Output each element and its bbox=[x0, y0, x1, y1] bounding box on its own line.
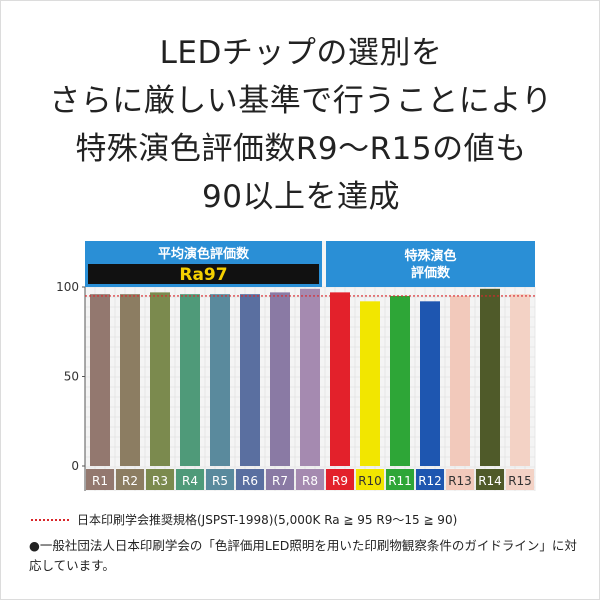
category-label-r14: R14 bbox=[478, 474, 502, 488]
category-label-background bbox=[296, 469, 324, 490]
bar-r12 bbox=[420, 301, 440, 466]
group-title-special-line: 評価数 bbox=[411, 265, 451, 281]
bar-r1 bbox=[90, 294, 110, 466]
bar-r6 bbox=[240, 294, 260, 466]
headline-line-4: 90以上を達成 bbox=[202, 179, 400, 215]
headline-line-1: LEDチップの選別を bbox=[159, 35, 443, 71]
category-label-r7: R7 bbox=[272, 474, 288, 488]
category-label-r9: R9 bbox=[332, 474, 348, 488]
ra-badge-background bbox=[88, 264, 319, 284]
bar-r2 bbox=[120, 294, 140, 466]
group-title-special-line: 特殊演色 bbox=[404, 248, 456, 264]
category-label-background bbox=[236, 469, 264, 490]
legend-text: 日本印刷学会推奨規格(JSPST-1998)(5,000K Ra ≧ 95 R9… bbox=[77, 513, 458, 527]
category-label-background bbox=[206, 469, 234, 490]
category-label-background bbox=[146, 469, 174, 490]
category-label-r10: R10 bbox=[358, 474, 382, 488]
group-title-ra: 平均演色評価数 bbox=[158, 246, 250, 262]
headline-line-2: さらに厳しい基準で行うことにより bbox=[49, 83, 553, 119]
bar-r14 bbox=[480, 288, 500, 466]
category-label-background bbox=[416, 469, 444, 490]
bar-r5 bbox=[210, 294, 230, 466]
category-label-background bbox=[386, 469, 414, 490]
category-label-background bbox=[266, 469, 294, 490]
reference-line-legend-swatch bbox=[31, 518, 69, 521]
category-label-r15: R15 bbox=[508, 474, 532, 488]
bar-r10 bbox=[360, 301, 380, 466]
bar-r8 bbox=[300, 288, 320, 466]
category-label-background bbox=[176, 469, 204, 490]
y-tick-label: 50 bbox=[64, 370, 79, 384]
group-header-special bbox=[326, 241, 535, 287]
category-label-background bbox=[356, 469, 384, 490]
bar-r4 bbox=[180, 294, 200, 466]
category-label-r4: R4 bbox=[182, 474, 198, 488]
guideline-note: ●一般社団法人日本印刷学会の「色評価用LED照明を用いた印刷物観察条件のガイドラ… bbox=[29, 538, 577, 573]
category-label-r5: R5 bbox=[212, 474, 228, 488]
category-label-background bbox=[326, 469, 354, 490]
category-label-r11: R11 bbox=[388, 474, 412, 488]
bar-r9 bbox=[330, 292, 350, 466]
bar-r7 bbox=[270, 292, 290, 466]
category-label-r3: R3 bbox=[152, 474, 168, 488]
category-label-background bbox=[476, 469, 504, 490]
category-label-background bbox=[116, 469, 144, 490]
headline-line-3: 特殊演色評価数R9〜R15の値も bbox=[75, 131, 527, 167]
headline: LEDチップの選別を さらに厳しい基準で行うことにより 特殊演色評価数R9〜R1… bbox=[1, 29, 600, 221]
category-label-background bbox=[86, 469, 114, 490]
category-label-r13: R13 bbox=[448, 474, 472, 488]
legend: 日本印刷学会推奨規格(JSPST-1998)(5,000K Ra ≧ 95 R9… bbox=[31, 511, 457, 528]
category-label-r8: R8 bbox=[302, 474, 318, 488]
bar-r15 bbox=[510, 294, 530, 466]
category-label-r1: R1 bbox=[92, 474, 108, 488]
category-label-r6: R6 bbox=[242, 474, 258, 488]
ra-badge-value: Ra97 bbox=[179, 265, 227, 285]
category-label-background bbox=[506, 469, 534, 490]
bar-r13 bbox=[450, 295, 470, 466]
y-tick-label: 0 bbox=[71, 459, 79, 473]
y-tick-label: 100 bbox=[56, 280, 79, 294]
category-label-r2: R2 bbox=[122, 474, 138, 488]
bar-r3 bbox=[150, 292, 170, 466]
category-label-background bbox=[446, 469, 474, 490]
category-label-r12: R12 bbox=[418, 474, 442, 488]
bar-r11 bbox=[390, 295, 410, 466]
